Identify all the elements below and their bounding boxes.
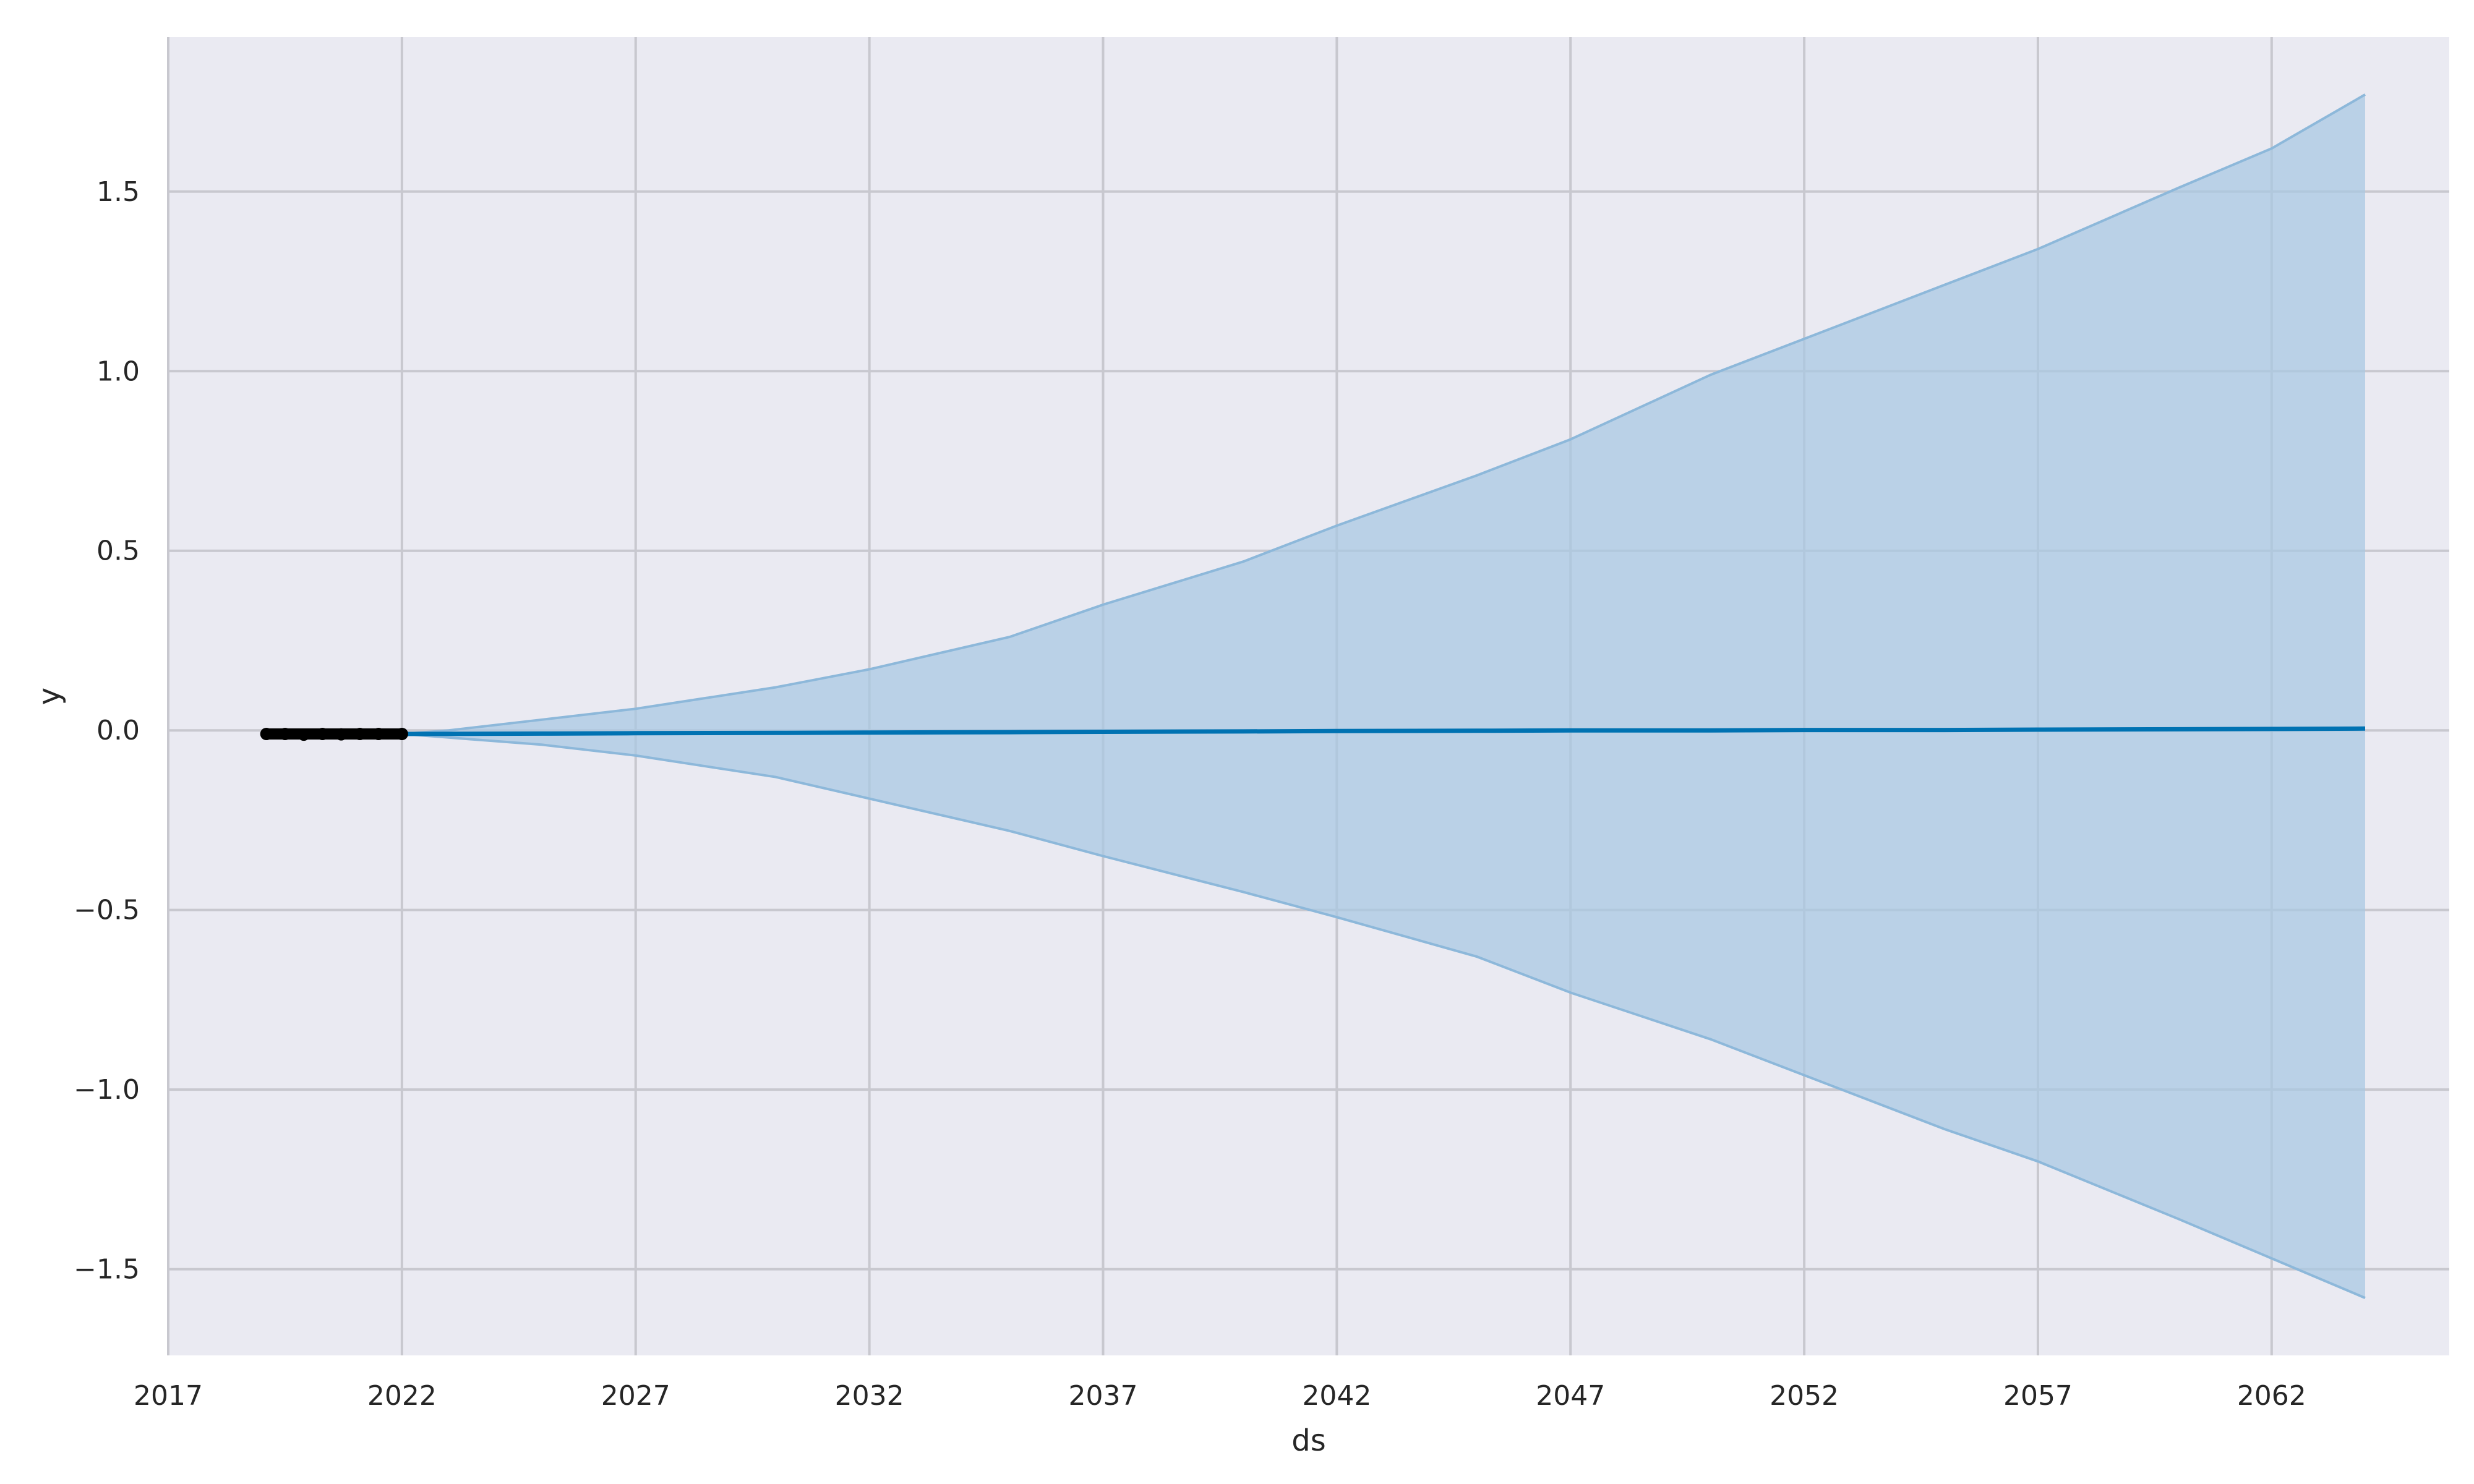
x-tick-label: 2022 xyxy=(367,1380,437,1412)
uncertainty-band xyxy=(266,94,2366,1298)
x-tick-label: 2057 xyxy=(2003,1380,2073,1412)
x-tick-label: 2062 xyxy=(2237,1380,2306,1412)
y-tick-label: 0.5 xyxy=(96,535,140,567)
y-tick-label: −1.5 xyxy=(74,1254,140,1286)
y-tick-label: 1.0 xyxy=(96,356,140,387)
x-axis-label: ds xyxy=(1291,1423,1325,1458)
x-tick-label: 2037 xyxy=(1068,1380,1137,1412)
y-tick-label: 1.5 xyxy=(96,176,140,208)
y-axis-label: y xyxy=(32,688,67,705)
y-tick-label: −1.0 xyxy=(74,1074,140,1106)
x-tick-label: 2027 xyxy=(601,1380,670,1412)
y-tick-label: −0.5 xyxy=(74,895,140,926)
forecast-line xyxy=(266,726,2366,736)
y-tick-labels: 1.5 1.0 0.5 0.0 −0.5 −1.0 −1.5 xyxy=(74,176,140,1286)
y-tick-label: 0.0 xyxy=(96,715,140,746)
observed-points xyxy=(260,727,408,741)
x-tick-labels: 2017 2022 2027 2032 2037 2042 2047 2052 2057 2062 xyxy=(134,1380,2306,1412)
uncertainty-upper-edge xyxy=(266,93,2366,735)
x-tick-label: 2017 xyxy=(134,1380,203,1412)
x-tick-label: 2032 xyxy=(835,1380,904,1412)
x-tick-label: 2042 xyxy=(1302,1380,1371,1412)
x-tick-label: 2052 xyxy=(1770,1380,1839,1412)
uncertainty-lower-edge xyxy=(266,733,2366,1299)
x-tick-label: 2047 xyxy=(1536,1380,1605,1412)
